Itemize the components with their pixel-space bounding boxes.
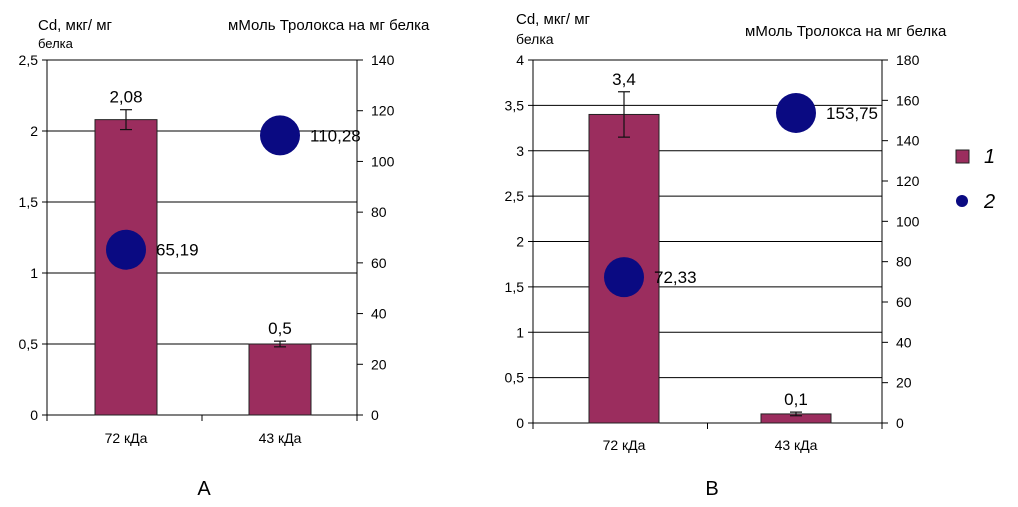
- panel-a-right-tick-label: 40: [371, 306, 387, 322]
- panel-b-right-tick-label: 160: [896, 92, 920, 108]
- panel-b-left-tick-label: 2,5: [505, 188, 525, 204]
- panel-b-left-tick-label: 0: [516, 415, 524, 431]
- panel-b-ylabel-left-line1: Cd, мкг/ мг: [516, 11, 591, 28]
- panel-a-left-tick-label: 1,5: [19, 194, 39, 210]
- legend-marker-2: [956, 195, 968, 207]
- panel-a-bar: [248, 343, 312, 416]
- panel-b-chart: Cd, мкг/ мг белка мМоль Тролокса на мг б…: [505, 11, 948, 500]
- panel-b-point-value-label: 153,75: [826, 104, 878, 123]
- panel-a-ylabel-left-line2: белка: [38, 36, 74, 51]
- panel-b-label: В: [705, 478, 718, 500]
- panel-b-point: [776, 92, 816, 133]
- panel-b-left-tick-label: 3: [516, 143, 524, 159]
- panel-b-left-tick-label: 0,5: [505, 370, 525, 386]
- panel-b-ylabel-left-line2: белка: [516, 31, 554, 47]
- panel-a-right-tick-label: 80: [371, 204, 387, 220]
- panel-a-label: А: [197, 478, 211, 500]
- panel-a-right-tick-label: 0: [371, 407, 379, 423]
- legend-label-2: 2: [983, 191, 995, 213]
- panel-a-point-value-label: 110,28: [310, 126, 361, 145]
- panel-b-point: [604, 257, 644, 298]
- panel-a-left-tick-label: 1: [30, 265, 38, 281]
- panel-b-right-tick-label: 140: [896, 133, 920, 149]
- panel-a-left-tick-label: 0,5: [19, 336, 39, 352]
- legend: 1 2: [955, 146, 995, 213]
- panel-b-ylabel-right: мМоль Тролокса на мг белка: [745, 23, 947, 40]
- panel-a-point-value-label: 65,19: [156, 241, 199, 260]
- panel-a-right-tick-label: 140: [371, 52, 395, 68]
- panel-b-right-tick-label: 40: [896, 334, 912, 350]
- panel-a-point: [106, 229, 146, 270]
- panel-b-left-tick-label: 2: [516, 234, 524, 250]
- panel-a-left-tick-label: 2: [30, 123, 38, 139]
- panel-a-point: [260, 115, 300, 156]
- panel-a-ylabel-right: мМоль Тролокса на мг белка: [228, 17, 430, 34]
- panel-a-bar-value-label: 0,5: [268, 319, 292, 338]
- panel-a-chart: Cd, мкг/ мг белка мМоль Тролокса на мг б…: [19, 17, 431, 500]
- panel-b-point-value-label: 72,33: [654, 268, 697, 287]
- panel-a-x-tick-label: 72 кДа: [105, 430, 148, 446]
- panel-b-bar-value-label: 0,1: [784, 390, 808, 409]
- panel-b-right-tick-label: 120: [896, 173, 920, 189]
- panel-b-right-tick-label: 20: [896, 375, 912, 391]
- panel-b-left-tick-label: 1,5: [505, 279, 525, 295]
- panel-b-left-tick-label: 4: [516, 52, 524, 68]
- panel-a-bar-value-label: 2,08: [109, 88, 142, 107]
- panel-b-right-tick-label: 80: [896, 254, 912, 270]
- panel-b-x-tick-label: 72 кДа: [603, 437, 646, 453]
- panel-b-left-tick-label: 1: [516, 324, 524, 340]
- panel-b-bar-value-label: 3,4: [612, 70, 636, 89]
- panel-b-right-tick-label: 180: [896, 52, 920, 68]
- panel-a-x-tick-label: 43 кДа: [259, 430, 302, 446]
- legend-marker-1: [955, 149, 970, 164]
- panel-b-left-tick-label: 3,5: [505, 97, 525, 113]
- panel-b-x-tick-label: 43 кДа: [775, 437, 818, 453]
- panel-a-right-tick-label: 120: [371, 103, 395, 119]
- panel-a-right-tick-label: 60: [371, 255, 387, 271]
- panel-b-right-tick-label: 100: [896, 213, 920, 229]
- panel-a-right-tick-label: 20: [371, 356, 387, 372]
- panel-b-right-tick-label: 0: [896, 415, 904, 431]
- panel-a-left-tick-label: 0: [30, 407, 38, 423]
- legend-label-1: 1: [984, 146, 995, 168]
- panel-a-right-tick-label: 100: [371, 153, 395, 169]
- panel-b-right-tick-label: 60: [896, 294, 912, 310]
- panel-a-ylabel-left-line1: Cd, мкг/ мг: [38, 17, 113, 34]
- panel-a-left-tick-label: 2,5: [19, 52, 39, 68]
